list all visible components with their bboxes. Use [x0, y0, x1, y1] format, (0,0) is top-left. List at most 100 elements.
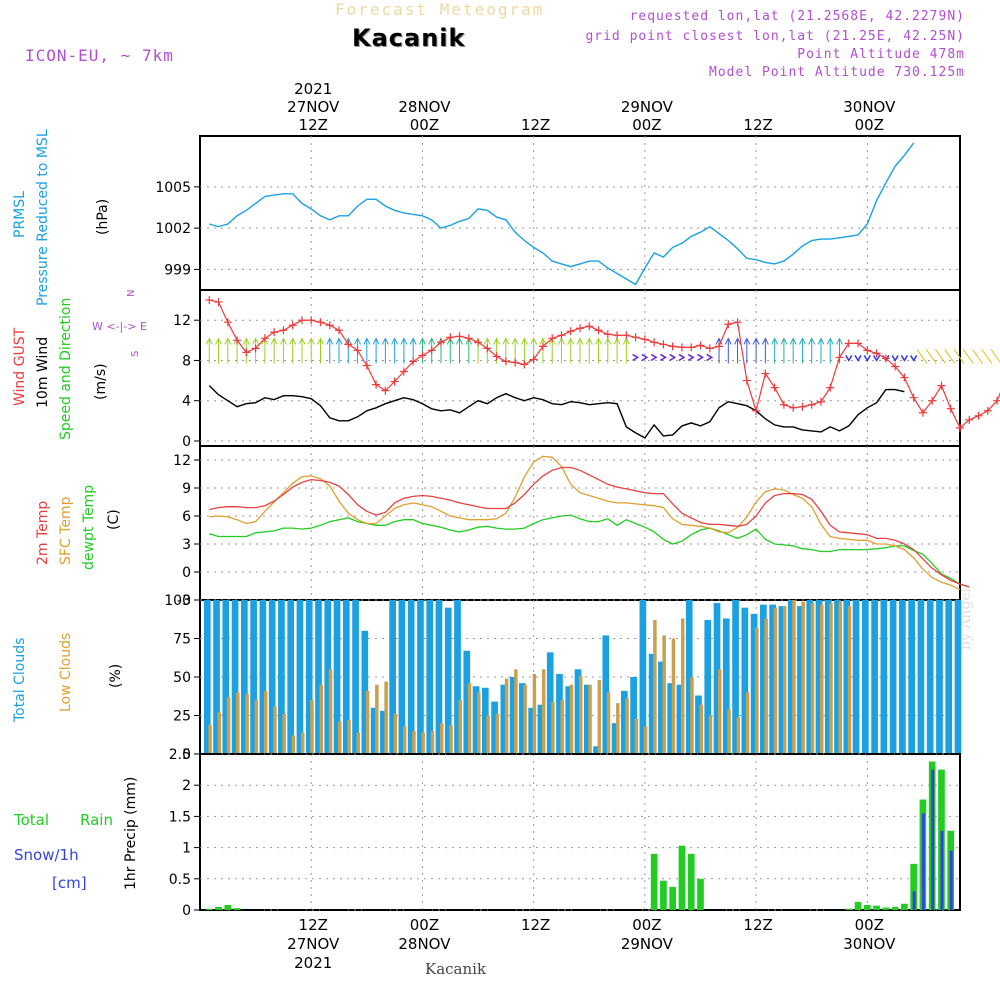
low-cloud-bar — [439, 723, 444, 754]
low-cloud-bar — [625, 698, 629, 754]
total-cloud-bar — [342, 600, 350, 754]
top-time-label: 12Z — [743, 116, 772, 134]
total-cloud-bar — [537, 704, 545, 754]
wind-arrow-head — [400, 337, 408, 345]
wind-gust-marker — [390, 377, 399, 386]
total-cloud-bar — [695, 695, 702, 754]
wind-gust-marker — [594, 326, 603, 335]
wind-arrow-head — [307, 337, 315, 345]
wind-ytick-label: 12 — [173, 313, 191, 329]
wind-gust-marker — [909, 393, 918, 402]
wind-gust-marker — [613, 331, 622, 340]
wind-gust-marker — [816, 397, 825, 406]
wind-arrow — [990, 349, 1000, 363]
temperature-ytick-label: 6 — [182, 509, 191, 525]
wind-gust-marker — [752, 406, 761, 415]
precipitation-ytick-label: 1.5 — [169, 809, 191, 825]
total-cloud-bar — [389, 600, 396, 754]
wind-arrow — [650, 353, 658, 362]
low-cloud-bar — [634, 718, 639, 754]
precip-labels: Total Rain Snow/1h [cm] 1hr Precip (mm) — [13, 777, 139, 892]
wind-gust-marker — [956, 423, 964, 432]
wind-arrow-head — [576, 337, 584, 345]
total-cloud-bar — [259, 600, 267, 754]
bottom-time-label-0-1: 27NOV — [287, 935, 340, 953]
wind-arrow — [872, 355, 881, 362]
wind-gust-marker — [854, 339, 863, 348]
low-cloud-bar — [653, 620, 657, 754]
total-cloud-bar — [787, 600, 795, 754]
total-cloud-bar — [621, 690, 628, 754]
wind-gust-marker — [715, 342, 724, 351]
panel-pressure: 999 1002 1005 — [155, 135, 961, 291]
wind-arrow — [972, 349, 983, 364]
wind-arrow-head — [215, 337, 222, 345]
pressure-ytick-label: 1005 — [155, 180, 191, 196]
wind-gust-marker — [742, 376, 751, 385]
wind-arrow-head — [743, 337, 751, 345]
low-cloud-bar — [847, 606, 852, 754]
wind-label-unit: (m/s) — [93, 363, 109, 400]
precip-label-cm: [cm] — [52, 874, 87, 892]
wind-gust-marker — [650, 338, 659, 347]
total-cloud-bar — [509, 677, 517, 754]
panel-clouds: 0 25 50 75 100 — [164, 593, 962, 763]
snow-bar — [921, 813, 925, 910]
low-cloud-bar — [245, 693, 249, 754]
wind-arrow — [632, 353, 640, 362]
low-cloud-bar — [541, 669, 546, 754]
wind-arrow-head — [242, 337, 250, 345]
total-cloud-bar — [732, 600, 739, 754]
low-cloud-bar — [263, 690, 268, 754]
wind-arrow — [910, 355, 918, 362]
rain-bar — [205, 908, 213, 910]
wind-arrow-head — [298, 337, 306, 345]
bottom-time-label-2-0: 12Z — [521, 916, 550, 934]
low-cloud-bar — [282, 713, 286, 754]
wind-gust-marker — [937, 381, 946, 390]
wind-arrow-head — [520, 337, 528, 345]
low-cloud-bar — [801, 601, 805, 754]
low-cloud-bar — [449, 724, 453, 754]
low-cloud-bar — [569, 684, 574, 754]
wind-gust-marker — [418, 351, 427, 360]
wind-arrow — [863, 355, 871, 362]
wind-gust-marker — [798, 402, 807, 411]
wind-arrow-head — [780, 337, 788, 345]
pressure-label-unit: (hPa) — [95, 199, 111, 235]
wind-gust-marker — [918, 408, 927, 417]
wind-arrow-head — [418, 337, 426, 345]
wind-gust-marker — [974, 411, 983, 420]
precip-label-snow: Snow/1h — [14, 846, 79, 864]
wind-arrow — [953, 349, 965, 364]
low-cloud-bar — [254, 700, 259, 754]
total-cloud-bar — [287, 600, 295, 754]
precipitation-ytick-label: 0.5 — [169, 872, 191, 888]
total-cloud-bar — [667, 683, 675, 754]
wind-arrow-head — [279, 337, 287, 345]
wind-arrow-head — [381, 337, 389, 345]
total-cloud-bar — [815, 600, 823, 754]
precipitation-ytick-label: 2.5 — [169, 747, 191, 763]
rain-bar — [215, 906, 222, 910]
rain-bar — [650, 853, 658, 910]
total-cloud-bar — [315, 600, 322, 754]
wind-arrow — [891, 355, 899, 362]
wind-arrow-head — [734, 337, 742, 345]
wind-gust-marker — [631, 333, 640, 342]
low-cloud-bar — [430, 730, 435, 754]
low-cloud-bar — [810, 603, 815, 754]
sfc-temp-line — [209, 455, 961, 591]
wind-gust-marker — [399, 367, 408, 376]
wind-gust-marker — [381, 386, 390, 395]
total-cloud-bar — [463, 650, 471, 754]
wind-arrow-head — [724, 337, 732, 345]
total-cloud-bar — [398, 600, 406, 754]
wind-arrow-head — [585, 337, 593, 345]
temperature-frame — [199, 445, 961, 601]
low-cloud-bar — [217, 712, 222, 754]
wind-gust-marker — [335, 326, 344, 335]
snow-bar — [931, 769, 935, 910]
total-cloud-bar — [676, 684, 684, 754]
temp-label-sfc: SFC Temp — [58, 496, 74, 565]
